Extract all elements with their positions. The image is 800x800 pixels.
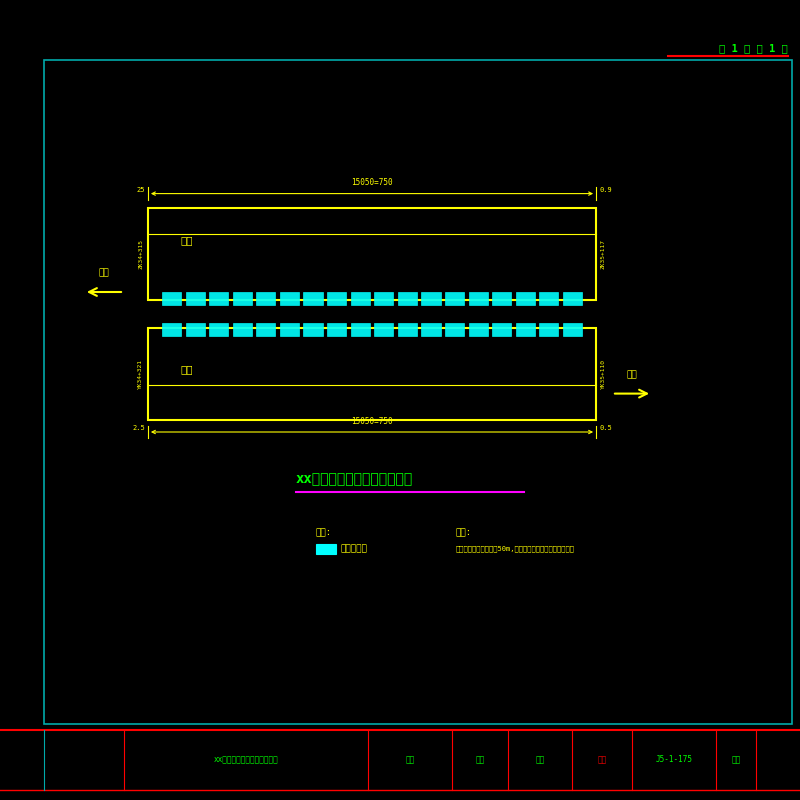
Bar	[539, 322, 558, 336]
Text: 隧道内避灾引导灯间距50m,在行道板行车方向法面顺坡上。: 隧道内避灾引导灯间距50m,在行道板行车方向法面顺坡上。	[456, 546, 575, 552]
Bar	[563, 322, 582, 336]
Text: 25: 25	[136, 186, 145, 193]
Bar	[398, 292, 417, 306]
Bar	[327, 292, 346, 306]
Bar	[256, 322, 275, 336]
Text: 15050=750: 15050=750	[351, 178, 393, 187]
Text: YK34+321: YK34+321	[138, 359, 143, 389]
Bar	[469, 322, 488, 336]
Bar	[374, 322, 394, 336]
Bar	[209, 322, 228, 336]
Bar	[445, 292, 464, 306]
Bar	[303, 292, 322, 306]
Bar	[303, 322, 322, 336]
Text: 备注:: 备注:	[456, 528, 472, 537]
Text: ZK35+117: ZK35+117	[601, 239, 606, 269]
Text: 比例: 比例	[731, 755, 741, 764]
Bar	[350, 322, 370, 336]
Text: 附注:: 附注:	[316, 528, 332, 537]
Bar	[469, 292, 488, 306]
Text: YK35+110: YK35+110	[601, 359, 606, 389]
Text: 15050=750: 15050=750	[351, 417, 393, 426]
Bar	[350, 292, 370, 306]
Bar	[162, 292, 181, 306]
Text: 复核: 复核	[475, 755, 485, 764]
Text: xx隧道避灾引导灯平面布置图: xx隧道避灾引导灯平面布置图	[296, 472, 414, 486]
Bar	[422, 292, 441, 306]
Bar	[162, 322, 181, 336]
Bar	[492, 292, 511, 306]
Bar	[148, 328, 596, 420]
Bar	[327, 322, 346, 336]
Text: 制图: 制图	[406, 755, 414, 764]
Bar	[209, 292, 228, 306]
Text: 0.9: 0.9	[599, 186, 612, 193]
Text: ZK34+315: ZK34+315	[138, 239, 143, 269]
Bar	[233, 292, 252, 306]
Bar	[148, 208, 596, 300]
Bar	[44, 60, 792, 724]
Bar	[233, 322, 252, 336]
Bar	[422, 322, 441, 336]
Bar	[516, 322, 535, 336]
Text: 左洞: 左洞	[180, 235, 193, 245]
Bar	[539, 292, 558, 306]
Text: 第 1 页 共 1 页: 第 1 页 共 1 页	[719, 43, 788, 54]
Bar	[516, 292, 535, 306]
Text: 行车: 行车	[626, 370, 638, 379]
Text: 右洞: 右洞	[180, 364, 193, 374]
Bar	[256, 292, 275, 306]
Bar	[445, 322, 464, 336]
Bar	[492, 322, 511, 336]
Bar	[280, 292, 299, 306]
Text: 避灾引导灯: 避灾引导灯	[340, 544, 367, 554]
Text: 来车: 来车	[98, 269, 110, 278]
Bar	[563, 292, 582, 306]
Text: 图号: 图号	[598, 755, 606, 764]
Text: xx隧道避灾引导灯平面竣工图: xx隧道避灾引导灯平面竣工图	[214, 755, 278, 764]
Text: 0.5: 0.5	[599, 425, 612, 431]
Bar	[186, 322, 205, 336]
Text: J5-1-175: J5-1-175	[655, 755, 693, 764]
Bar	[374, 292, 394, 306]
Bar	[398, 322, 417, 336]
Text: 2.5: 2.5	[132, 425, 145, 431]
Bar	[280, 322, 299, 336]
Text: 监理: 监理	[535, 755, 545, 764]
Bar	[186, 292, 205, 306]
Bar	[316, 544, 336, 554]
